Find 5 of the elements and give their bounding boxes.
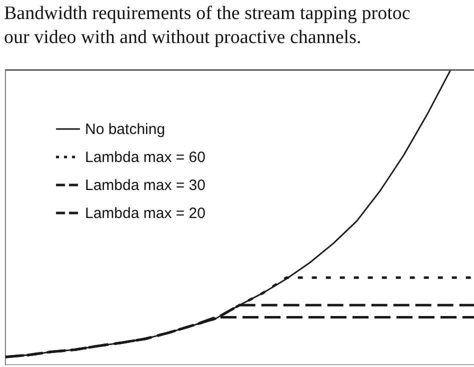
legend-label: Lambda max = 60: [85, 148, 206, 166]
legend-label: No batching: [85, 120, 166, 138]
legend-label: Lambda max = 20: [85, 204, 206, 222]
chart-title: Bandwidth requirements of the stream tapping protoc our video with and without proactive channels.: [4, 2, 412, 50]
legend-label: Lambda max = 30: [85, 176, 206, 194]
